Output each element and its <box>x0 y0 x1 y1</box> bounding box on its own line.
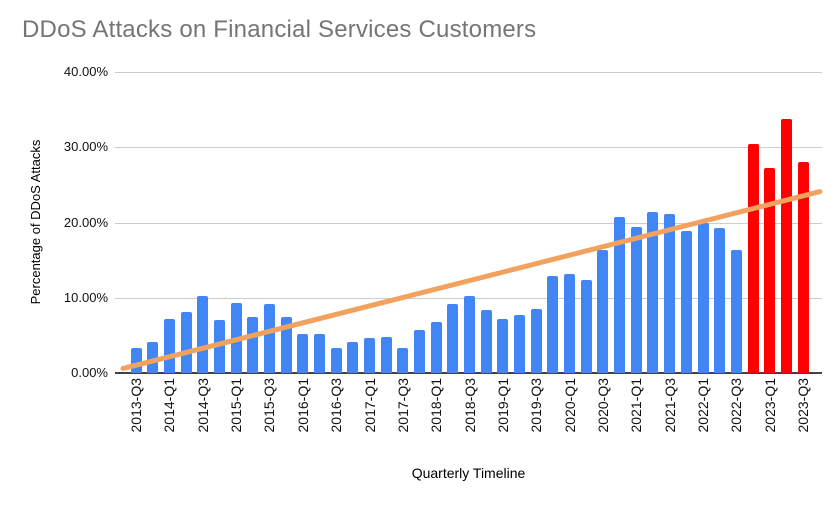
bar-2021-Q3[interactable] <box>664 214 676 373</box>
bar-2022-Q2[interactable] <box>714 227 726 373</box>
bar-2023-Q3[interactable] <box>797 162 809 373</box>
bar-2018-Q2[interactable] <box>447 303 459 373</box>
x-tick-label: 2021-Q1 <box>628 378 645 433</box>
x-axis-baseline <box>115 372 822 374</box>
gridline <box>115 72 822 73</box>
bar-2019-Q1[interactable] <box>497 318 509 373</box>
gridline <box>115 147 822 149</box>
x-tick-label: 2017-Q3 <box>394 378 411 433</box>
bar-2016-Q4[interactable] <box>347 342 359 373</box>
x-tick-label: 2022-Q3 <box>728 378 745 433</box>
bar-2018-Q4[interactable] <box>480 309 492 373</box>
bar-2016-Q3[interactable] <box>330 348 342 373</box>
x-tick-label: 2016-Q1 <box>294 378 311 433</box>
x-tick-label: 2018-Q1 <box>428 378 445 433</box>
bar-2020-Q1[interactable] <box>564 273 575 373</box>
bar-2013-Q3[interactable] <box>130 348 142 373</box>
gridline <box>115 222 822 224</box>
bar-2017-Q1[interactable] <box>364 338 375 373</box>
bar-2016-Q1[interactable] <box>297 333 309 373</box>
x-tick-label: 2013-Q3 <box>128 378 144 433</box>
bar-2017-Q3[interactable] <box>397 348 409 373</box>
x-tick-label: 2014-Q3 <box>194 378 211 433</box>
bar-2023-Q1[interactable] <box>764 168 776 373</box>
x-tick-label: 2015-Q3 <box>261 378 278 433</box>
x-tick-label: 2022-Q1 <box>695 378 711 433</box>
bar-2013-Q4[interactable] <box>147 342 159 373</box>
bar-2014-Q1[interactable] <box>163 318 175 373</box>
x-tick-label: 2019-Q1 <box>494 378 511 433</box>
bar-2014-Q2[interactable] <box>180 312 192 373</box>
bar-2020-Q4[interactable] <box>614 216 626 373</box>
bar-2019-Q3[interactable] <box>530 309 542 373</box>
chart-title: DDoS Attacks on Financial Services Custo… <box>22 16 537 43</box>
bar-2017-Q4[interactable] <box>414 330 425 373</box>
x-tick-label: 2023-Q3 <box>795 378 811 433</box>
y-tick-label: 40.00% <box>63 64 108 79</box>
y-axis-title: Percentage of DDoS Attacks <box>28 139 43 305</box>
bar-2021-Q2[interactable] <box>647 212 659 373</box>
bar-2018-Q3[interactable] <box>464 296 475 373</box>
bar-2014-Q3[interactable] <box>197 295 209 373</box>
bar-2016-Q2[interactable] <box>313 333 325 373</box>
bar-2022-Q3[interactable] <box>730 250 742 373</box>
bar-2021-Q1[interactable] <box>630 227 642 373</box>
bar-2021-Q4[interactable] <box>680 230 692 373</box>
x-axis-title: Quarterly Timeline <box>411 465 526 481</box>
bar-2019-Q4[interactable] <box>547 275 559 373</box>
x-tick-label: 2018-Q3 <box>461 378 478 433</box>
bar-2015-Q3[interactable] <box>263 303 275 373</box>
x-tick-label: 2020-Q3 <box>594 378 611 433</box>
bar-2022-Q4[interactable] <box>747 144 759 373</box>
x-tick-label: 2023-Q1 <box>761 378 778 433</box>
x-tick-label: 2015-Q1 <box>228 378 245 433</box>
x-tick-label: 2021-Q3 <box>661 378 678 433</box>
bar-2018-Q1[interactable] <box>430 321 442 373</box>
y-tick-label: 30.00% <box>63 139 108 155</box>
y-tick-label: 20.00% <box>63 214 108 230</box>
x-tick-label: 2020-Q1 <box>561 378 578 433</box>
bar-2017-Q2[interactable] <box>380 336 392 373</box>
y-tick-label: 0.00% <box>71 365 108 380</box>
bar-2015-Q2[interactable] <box>247 316 259 373</box>
bar-2022-Q1[interactable] <box>697 222 709 373</box>
x-tick-label: 2014-Q1 <box>161 378 178 433</box>
bar-2020-Q3[interactable] <box>597 249 609 373</box>
y-tick-label: 10.00% <box>63 289 108 305</box>
bar-2015-Q4[interactable] <box>280 316 292 373</box>
x-tick-label: 2019-Q3 <box>528 378 545 433</box>
x-tick-label: 2017-Q1 <box>361 378 378 433</box>
x-tick-label: 2016-Q3 <box>328 378 345 433</box>
bar-2015-Q1[interactable] <box>230 303 242 373</box>
bar-2019-Q2[interactable] <box>514 315 525 373</box>
bar-2014-Q4[interactable] <box>213 319 225 373</box>
bar-2023-Q2[interactable] <box>780 119 792 373</box>
bar-2020-Q2[interactable] <box>580 280 592 373</box>
